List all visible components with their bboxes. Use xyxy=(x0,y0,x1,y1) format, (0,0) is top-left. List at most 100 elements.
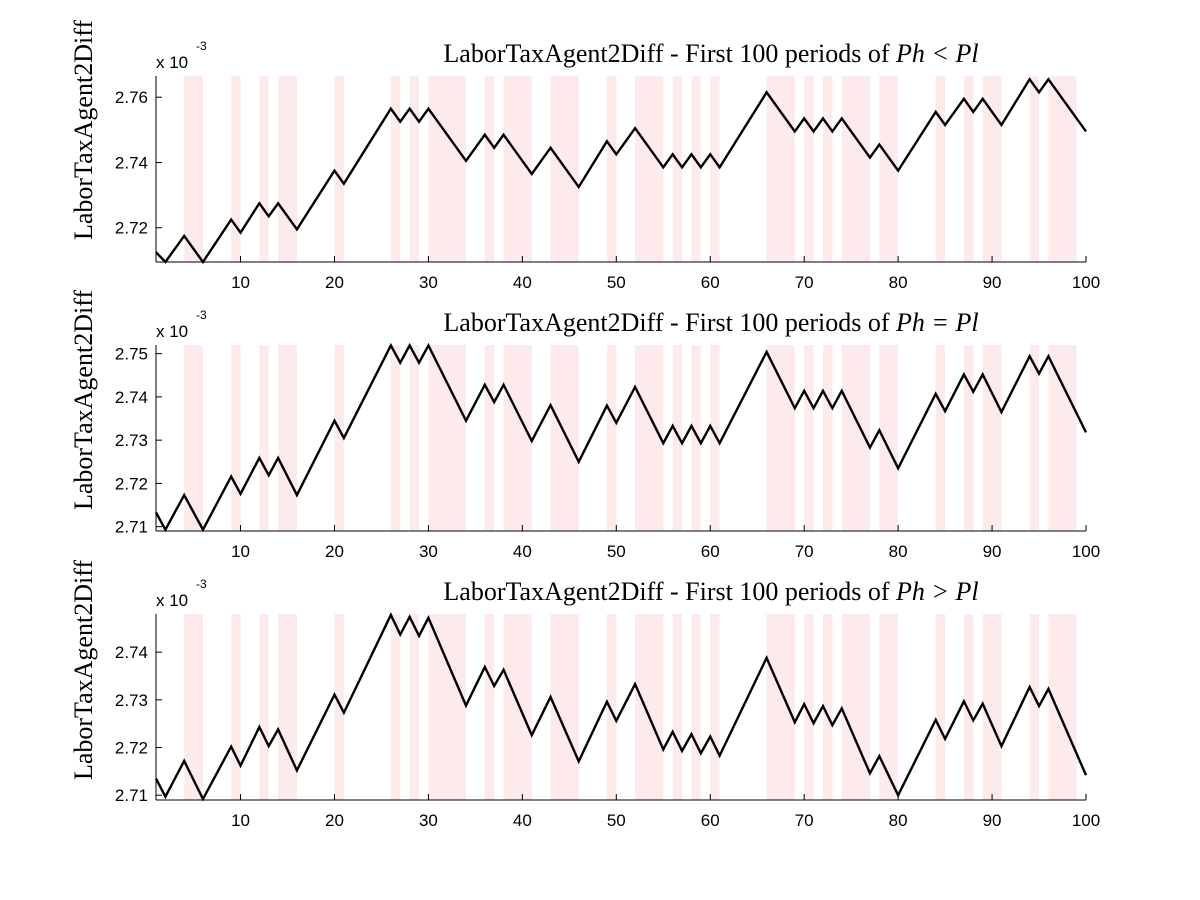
x-tick-label: 60 xyxy=(701,273,720,292)
shaded-period-band xyxy=(278,76,297,262)
shaded-period-band xyxy=(982,76,1002,262)
x-tick-label: 40 xyxy=(513,811,532,830)
y-tick-label: 2.72 xyxy=(115,474,148,493)
shaded-period-band xyxy=(606,345,617,531)
shaded-period-band xyxy=(822,76,833,262)
x-tick-label: 40 xyxy=(513,273,532,292)
y-tick-label: 2.75 xyxy=(115,345,148,364)
shaded-period-band xyxy=(409,76,420,262)
chart-title: LaborTaxAgent2Diff - First 100 periods o… xyxy=(443,39,978,68)
shaded-period-band xyxy=(409,345,420,531)
shaded-period-band xyxy=(879,345,899,531)
y-tick-label: 2.71 xyxy=(115,786,148,805)
y-axis-exponent-label: x 10 xyxy=(156,322,188,341)
shaded-period-band xyxy=(550,345,579,531)
y-tick-label: 2.71 xyxy=(115,518,148,537)
shaded-period-band xyxy=(606,76,617,262)
x-tick-label: 100 xyxy=(1072,811,1100,830)
x-tick-label: 60 xyxy=(701,811,720,830)
x-tick-label: 90 xyxy=(983,273,1002,292)
shaded-period-band xyxy=(710,345,720,531)
shaded-period-band xyxy=(935,614,946,800)
x-tick-label: 100 xyxy=(1072,273,1100,292)
x-tick-label: 20 xyxy=(325,273,344,292)
shaded-period-band xyxy=(879,614,899,800)
x-tick-label: 100 xyxy=(1072,542,1100,561)
shaded-period-band xyxy=(963,345,974,531)
x-tick-label: 70 xyxy=(795,273,814,292)
x-tick-label: 10 xyxy=(231,273,250,292)
x-tick-label: 80 xyxy=(889,811,908,830)
x-tick-label: 40 xyxy=(513,542,532,561)
shaded-period-band xyxy=(804,76,814,262)
y-tick-label: 2.73 xyxy=(115,691,148,710)
y-tick-label: 2.74 xyxy=(115,643,148,662)
shaded-period-band xyxy=(691,614,701,800)
x-tick-label: 10 xyxy=(231,811,250,830)
shaded-period-band xyxy=(334,614,344,800)
y-axis-label: LaborTaxAgent2Diff xyxy=(69,20,98,240)
shaded-period-band xyxy=(184,76,203,262)
y-tick-label: 2.74 xyxy=(115,388,148,407)
chart-title: LaborTaxAgent2Diff - First 100 periods o… xyxy=(443,577,978,606)
shaded-period-band xyxy=(982,345,1002,531)
shaded-period-band xyxy=(390,614,401,800)
shaded-period-band xyxy=(428,345,466,531)
x-tick-label: 30 xyxy=(419,542,438,561)
x-tick-label: 20 xyxy=(325,811,344,830)
shaded-period-band xyxy=(766,76,795,262)
y-axis-exponent-power: -3 xyxy=(196,39,207,53)
shaded-period-band xyxy=(766,614,795,800)
x-tick-label: 30 xyxy=(419,811,438,830)
shaded-period-band xyxy=(259,76,269,262)
shaded-period-band xyxy=(691,76,701,262)
shaded-period-band xyxy=(804,345,814,531)
shaded-period-band xyxy=(409,614,420,800)
shaded-period-band xyxy=(804,614,814,800)
x-tick-label: 90 xyxy=(983,542,1002,561)
shaded-period-band xyxy=(231,614,241,800)
shaded-period-band xyxy=(503,345,532,531)
shaded-period-band xyxy=(278,614,297,800)
shaded-period-band xyxy=(428,614,466,800)
shaded-period-band xyxy=(935,345,946,531)
shaded-period-band xyxy=(691,345,701,531)
chart-panel-2: 2.71 2.72 2.73 2.74 2.75 10 20 30 40 50 60 70 80 90 10… xyxy=(115,308,1100,561)
shaded-period-band xyxy=(672,614,683,800)
y-axis-exponent-label: x 10 xyxy=(156,591,188,610)
shaded-period-band xyxy=(710,614,720,800)
x-tick-label: 80 xyxy=(889,542,908,561)
shaded-period-band xyxy=(710,76,720,262)
shaded-period-band xyxy=(259,345,269,531)
shaded-period-band xyxy=(1048,76,1077,262)
x-tick-label: 20 xyxy=(325,542,344,561)
shaded-period-band xyxy=(672,76,683,262)
x-tick-label: 10 xyxy=(231,542,250,561)
y-axis-exponent-power: -3 xyxy=(196,308,207,322)
y-axis-exponent-power: -3 xyxy=(196,577,207,591)
shaded-period-band xyxy=(1029,345,1040,531)
shaded-period-band xyxy=(766,345,795,531)
shaded-period-band xyxy=(982,614,1002,800)
x-tick-label: 30 xyxy=(419,273,438,292)
series-line xyxy=(154,612,1088,802)
shaded-period-band xyxy=(231,76,241,262)
y-axis-label: LaborTaxAgent2Diff xyxy=(69,290,98,510)
shaded-period-band xyxy=(1048,345,1077,531)
shaded-period-band xyxy=(822,614,833,800)
shaded-period-band xyxy=(935,76,946,262)
shaded-period-band xyxy=(606,614,617,800)
shaded-period-band xyxy=(390,345,401,531)
shaded-period-band xyxy=(635,76,664,262)
shaded-period-band xyxy=(672,345,683,531)
shaded-period-band xyxy=(1029,76,1040,262)
shaded-period-band xyxy=(635,345,664,531)
shaded-period-band xyxy=(1048,614,1077,800)
shaded-period-band xyxy=(822,345,833,531)
shaded-period-band xyxy=(390,76,401,262)
shaded-period-band xyxy=(484,345,495,531)
y-tick-label: 2.74 xyxy=(115,153,148,172)
y-tick-label: 2.73 xyxy=(115,431,148,450)
shaded-period-band xyxy=(184,345,203,531)
